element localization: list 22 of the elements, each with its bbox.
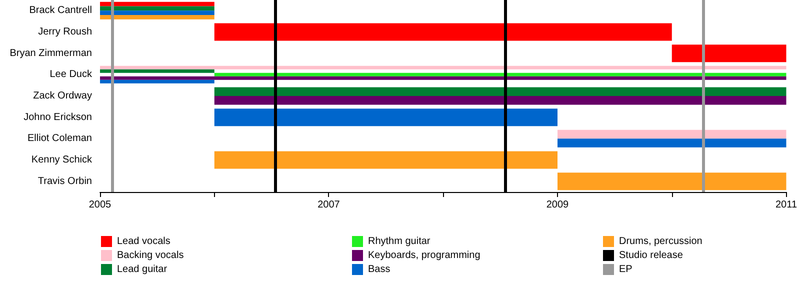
y-tick-label: Zack Ordway: [33, 90, 92, 102]
y-tick-label: Kenny Schick: [31, 154, 93, 166]
y-tick-label: Travis Orbin: [38, 176, 92, 187]
legend-label: Drums, percussion: [619, 236, 702, 247]
x-tick-label: 2005: [88, 200, 112, 210]
legend-label: Lead guitar: [117, 264, 168, 275]
x-tick-label: 2009: [546, 200, 570, 210]
y-tick-label: Jerry Roush: [38, 26, 92, 38]
y-tick-label: Brack Cantrell: [29, 5, 92, 16]
x-tick-label: 2011: [775, 200, 798, 210]
legend-label: Bass: [368, 264, 390, 275]
y-tick-label: Elliot Coleman: [28, 133, 92, 144]
y-tick-label: Lee Duck: [50, 69, 93, 80]
legend-label: Keyboards, programming: [368, 250, 480, 261]
legend-label: Studio release: [619, 250, 684, 261]
legend-label: Lead vocals: [117, 236, 170, 247]
y-tick-label: Johno Erickson: [24, 112, 92, 123]
x-tick-label: 2007: [318, 200, 340, 210]
y-tick-label: Bryan Zimmerman: [10, 48, 92, 59]
legend-label: Rhythm guitar: [368, 236, 431, 247]
legend-label: Backing vocals: [117, 250, 184, 261]
legend-label: EP: [619, 264, 633, 275]
